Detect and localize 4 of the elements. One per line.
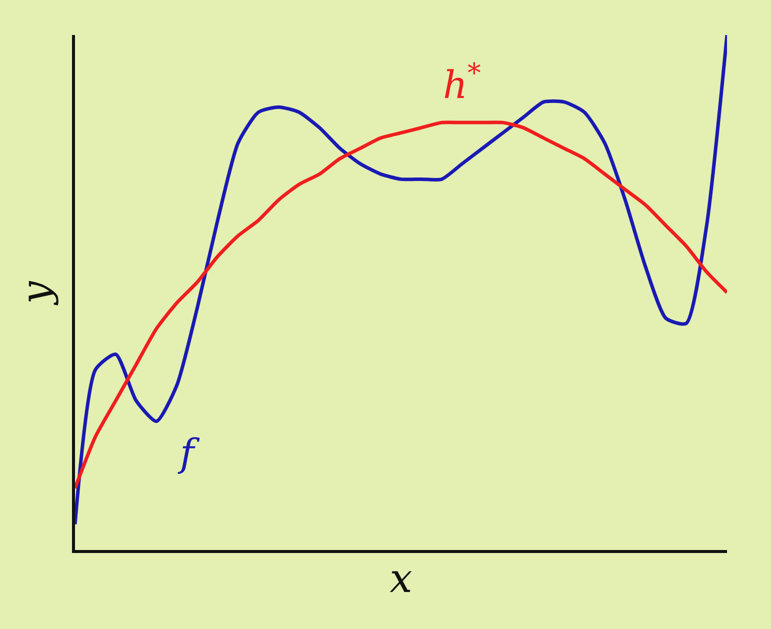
series-label: h$^{*}$ [443, 58, 481, 107]
series-label: f [177, 431, 200, 475]
x-axis-title: x [390, 556, 412, 602]
y-axis-title: y [14, 280, 60, 306]
